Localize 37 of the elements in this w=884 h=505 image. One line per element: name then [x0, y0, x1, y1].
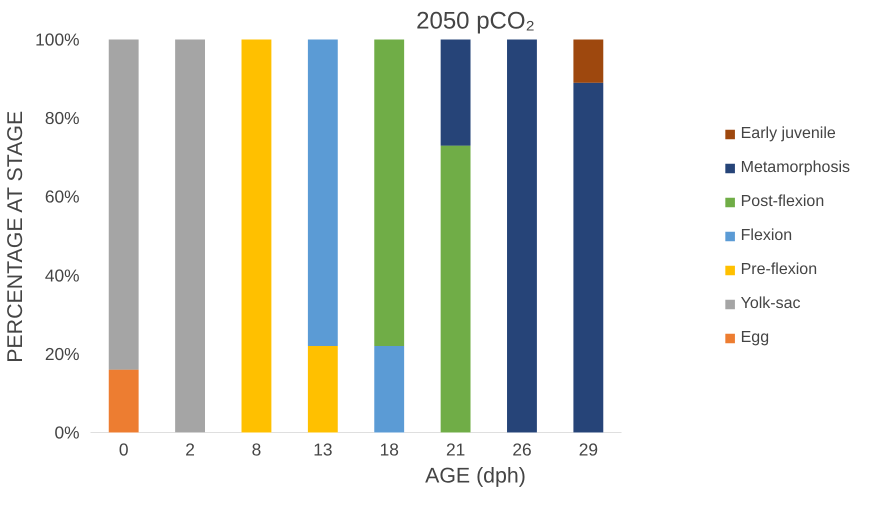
y-tick-label: 40%: [44, 265, 80, 286]
x-tick-label: 8: [252, 440, 262, 460]
legend-label: Egg: [740, 328, 770, 346]
bar: [440, 146, 471, 432]
bar: [573, 82, 604, 432]
x-tick-label: 21: [446, 440, 466, 460]
legend-label: Metamorphosis: [740, 158, 850, 176]
x-axis-title: AGE (dph): [425, 464, 526, 488]
chart-title: 2050 pCO₂: [416, 8, 535, 34]
y-tick-label: 60%: [44, 186, 80, 207]
x-tick-label: 29: [578, 440, 598, 460]
x-tick-label: 13: [313, 440, 332, 460]
bar: [374, 346, 404, 432]
legend-label: Yolk-sac: [740, 294, 801, 312]
bar: [507, 40, 537, 432]
bar: [175, 40, 206, 432]
bar: [440, 40, 471, 146]
bar: [242, 40, 272, 432]
x-tick-label: 0: [118, 440, 129, 460]
legend-label: Post-flexion: [740, 192, 824, 210]
x-tick-label: 18: [380, 440, 399, 460]
y-axis-title: PERCENTAGE AT STAGE: [3, 110, 28, 363]
y-tick-label: 80%: [44, 108, 80, 128]
bar: [108, 40, 139, 370]
x-tick-label: 26: [512, 440, 532, 460]
y-tick-label: 100%: [35, 30, 80, 50]
bar: [108, 370, 139, 432]
bar: [308, 346, 338, 432]
y-tick-label: 0%: [54, 422, 80, 442]
bar: [308, 40, 338, 346]
legend-label: Pre-flexion: [740, 260, 818, 278]
bar: [374, 40, 404, 346]
x-tick-label: 2: [185, 440, 195, 460]
legend-label: Flexion: [740, 226, 792, 244]
y-tick-label: 20%: [44, 344, 80, 364]
bar: [573, 40, 604, 83]
legend-label: Early juvenile: [740, 124, 836, 142]
